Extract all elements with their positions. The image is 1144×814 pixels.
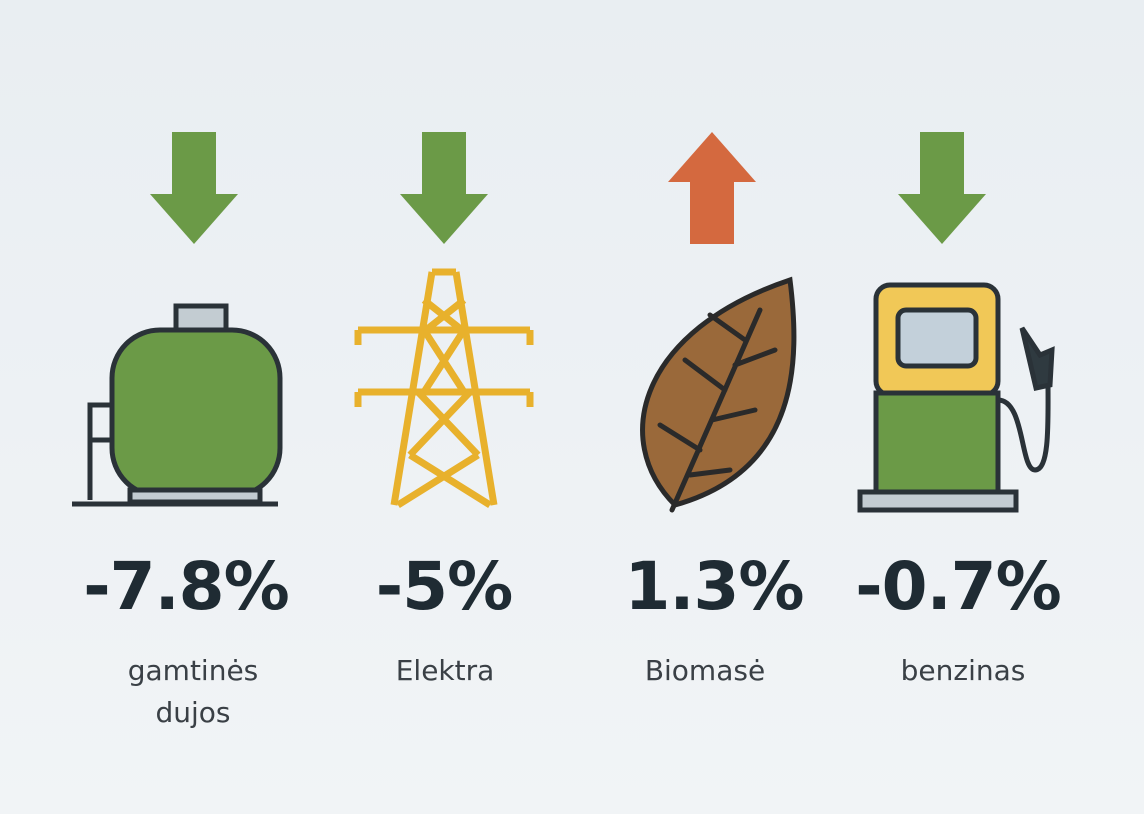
arrow-down [898, 132, 986, 244]
label: Elektra [395, 654, 495, 687]
leaf-icon [640, 276, 797, 513]
arrow-up [668, 132, 756, 244]
label: Biomasė [644, 654, 766, 687]
label: benzinas [900, 654, 1026, 687]
value: 1.3% [624, 548, 804, 625]
value: -7.8% [83, 548, 289, 625]
arrow-down [400, 132, 488, 244]
arrow-down [150, 132, 238, 244]
value: -0.7% [855, 548, 1061, 625]
power-tower-icon [354, 268, 534, 508]
gas-tank-icon [72, 303, 283, 507]
fuel-pump-icon [857, 282, 1055, 513]
label: gamtinės dujos [127, 654, 259, 729]
value: -5% [375, 548, 513, 625]
